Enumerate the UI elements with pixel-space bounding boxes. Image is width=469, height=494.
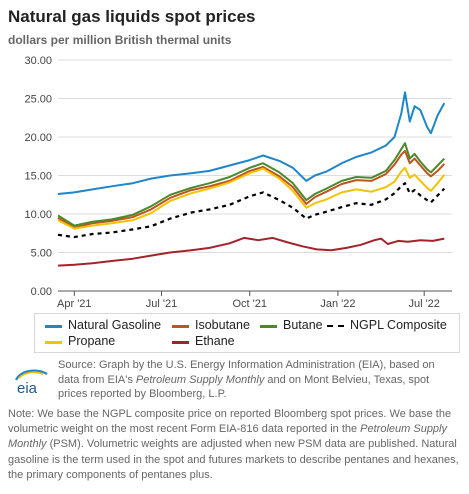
source-text: Source: Graph by the U.S. Energy Informa…: [58, 358, 458, 402]
legend-label: Propane: [68, 334, 116, 348]
note-part2: (PSM). Volumetric weights are adjusted w…: [8, 438, 459, 481]
legend-label: Butane: [283, 318, 323, 332]
chart-subtitle: dollars per million British thermal unit…: [8, 33, 232, 47]
legend-swatch-ngpl-composite: [327, 325, 344, 327]
legend-label: Natural Gasoline: [68, 318, 162, 332]
series-line-ngpl-composite: [57, 182, 446, 239]
legend-label: NGPL Composite: [350, 318, 447, 332]
eia-logo-text: eia: [17, 380, 38, 396]
note-part1: Note: We base the NGPL composite price o…: [8, 408, 452, 436]
y-tick-label: 15.00: [24, 171, 52, 183]
series-line-natural-gasoline: [57, 91, 446, 195]
x-tick-label: Oct '21: [232, 298, 267, 310]
source-suffix: and on Mont Belvieu, Texas, spot prices …: [58, 373, 430, 401]
legend-swatch-propane: [45, 341, 62, 344]
series-line-isobutane: [57, 149, 446, 229]
series-line-ethane: [57, 236, 445, 267]
legend-swatch-natural-gasoline: [45, 325, 62, 328]
note-italic: Petroleum Supply Monthly: [8, 423, 447, 451]
legend-swatch-ethane: [172, 341, 189, 344]
y-tick-label: 20.00: [24, 132, 52, 144]
y-tick-label: 30.00: [24, 55, 52, 67]
source-prefix: Source: Graph by the U.S. Energy Informa…: [58, 359, 435, 386]
note-text: Note: We base the NGPL composite price o…: [8, 407, 463, 483]
legend-swatch-butane: [260, 325, 277, 328]
legend-label: Isobutane: [195, 318, 250, 332]
x-tick-label: Jul '22: [408, 298, 439, 310]
source-italic: Petroleum Supply Monthly: [135, 373, 265, 386]
line-chart: 0.00 5.00 10.00 15.00 20.00 25.00 30.00 Apr '21…: [24, 55, 452, 310]
chart-legend: Natural Gasoline Isobutane Butane NGPL C…: [34, 313, 460, 353]
legend-swatch-isobutane: [172, 325, 189, 328]
series-line-butane: [57, 142, 446, 227]
eia-logo-icon: eia: [15, 369, 48, 396]
legend-label: Ethane: [195, 334, 235, 348]
y-tick-label: 25.00: [24, 94, 52, 106]
x-tick-label: Jul '21: [146, 298, 177, 310]
chart-title: Natural gas liquids spot prices: [8, 7, 256, 26]
y-tick-label: 0.00: [31, 286, 52, 298]
y-tick-label: 10.00: [24, 209, 52, 221]
x-tick-label: Jan '22: [320, 298, 355, 310]
x-tick-label: Apr '21: [57, 298, 92, 310]
series-line-propane: [57, 166, 446, 230]
y-tick-label: 5.00: [31, 248, 52, 260]
